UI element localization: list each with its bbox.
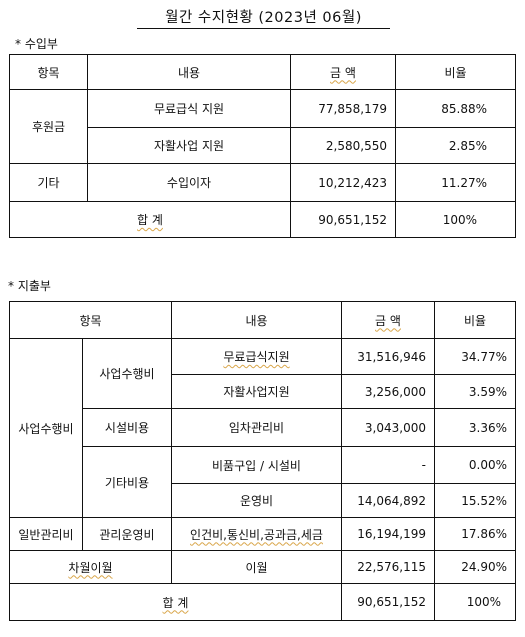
- content-cell: 운영비: [171, 483, 342, 518]
- table-row: 시설비용 임차관리비 3,043,000 3.36%: [10, 408, 516, 447]
- ratio-cell: 15.52%: [434, 483, 516, 518]
- ratio-cell: 85.88%: [395, 89, 516, 128]
- amount-cell: -: [341, 446, 435, 484]
- category-cell: 사업수행비: [9, 338, 83, 518]
- subcategory-cell: 기타비용: [82, 446, 172, 518]
- content-cell: 인건비,통신비,공과금,세금: [171, 517, 342, 551]
- header-amount: 금 액: [341, 301, 435, 339]
- ratio-cell: 2.85%: [395, 127, 516, 164]
- expense-header-row: 항목 내용 금 액 비율: [9, 301, 516, 339]
- income-total-row: 합 계 90,651,152 100%: [9, 201, 516, 238]
- table-row: 일반관리비 관리운영비 인건비,통신비,공과금,세금 16,194,199 17…: [9, 517, 516, 551]
- content-cell: 무료급식지원: [171, 338, 342, 375]
- income-section-label: * 수입부: [15, 37, 58, 51]
- category-cell: 기타: [9, 163, 88, 202]
- table-row: 운영비 14,064,892 15.52%: [10, 483, 516, 518]
- total-label: 합 계: [9, 201, 291, 238]
- subcategory-cell: 시설비용: [82, 408, 172, 447]
- header-category: 항목: [9, 301, 172, 339]
- header-content: 내용: [171, 301, 342, 339]
- amount-cell: 2,580,550: [290, 127, 396, 164]
- content-cell: 이월: [171, 550, 342, 584]
- table-row: 차월이월 이월 22,576,115 24.90%: [9, 550, 516, 584]
- content-cell: 자활사업 지원: [87, 127, 291, 164]
- ratio-cell: 17.86%: [434, 517, 516, 551]
- table-row: 사업수행비 사업수행비 무료급식지원 31,516,946 34.77%: [9, 338, 516, 518]
- header-content: 내용: [87, 54, 291, 90]
- content-cell: 임차관리비: [171, 408, 342, 447]
- header-ratio: 비율: [434, 301, 516, 339]
- content-cell: 자활사업지원: [171, 374, 342, 409]
- ratio-cell: 3.59%: [434, 374, 516, 409]
- category-cell: 차월이월: [9, 550, 172, 584]
- content-cell: 수입이자: [87, 163, 291, 202]
- amount-cell: 22,576,115: [341, 550, 435, 584]
- income-table: 항목 내용 금 액 비율 후원금 무료급식 지원 77,858,179 85.8…: [9, 54, 516, 238]
- total-amount: 90,651,152: [290, 201, 396, 238]
- subcategory-cell: 사업수행비: [82, 338, 172, 409]
- page-title: 월간 수지현황 (2023년 06월): [137, 8, 390, 29]
- amount-cell: 3,256,000: [341, 374, 435, 409]
- header-ratio: 비율: [395, 54, 516, 90]
- total-ratio: 100%: [395, 201, 516, 238]
- ratio-cell: 24.90%: [434, 550, 516, 584]
- ratio-cell: 0.00%: [434, 446, 516, 484]
- amount-cell: 3,043,000: [341, 408, 435, 447]
- table-row: 자활사업 지원 2,580,550 2.85%: [10, 127, 516, 164]
- amount-cell: 77,858,179: [290, 89, 396, 128]
- table-row: 후원금 무료급식 지원 77,858,179 85.88%: [9, 89, 516, 164]
- total-amount: 90,651,152: [341, 583, 435, 621]
- total-ratio: 100%: [434, 583, 516, 621]
- ratio-cell: 11.27%: [395, 163, 516, 202]
- category-cell: 일반관리비: [9, 517, 83, 551]
- total-label: 합 계: [9, 583, 342, 621]
- expense-table: 항목 내용 금 액 비율 사업수행비 사업수행비 무료급식지원 31,516,9…: [9, 301, 516, 621]
- header-category: 항목: [9, 54, 88, 90]
- ratio-cell: 3.36%: [434, 408, 516, 447]
- amount-cell: 31,516,946: [341, 338, 435, 375]
- ratio-cell: 34.77%: [434, 338, 516, 375]
- income-header-row: 항목 내용 금 액 비율: [9, 54, 516, 90]
- amount-cell: 16,194,199: [341, 517, 435, 551]
- amount-cell: 14,064,892: [341, 483, 435, 518]
- content-cell: 무료급식 지원: [87, 89, 291, 128]
- amount-cell: 10,212,423: [290, 163, 396, 202]
- category-cell: 후원금: [9, 89, 88, 164]
- content-cell: 비품구입 / 시설비: [171, 446, 342, 484]
- expense-total-row: 합 계 90,651,152 100%: [9, 583, 516, 621]
- header-amount: 금 액: [290, 54, 396, 90]
- table-row: 기타 수입이자 10,212,423 11.27%: [9, 163, 516, 202]
- table-row: 자활사업지원 3,256,000 3.59%: [10, 374, 516, 409]
- subcategory-cell: 관리운영비: [82, 517, 172, 551]
- expense-section-label: * 지출부: [8, 279, 51, 293]
- table-row: 기타비용 비품구입 / 시설비 - 0.00%: [10, 446, 516, 518]
